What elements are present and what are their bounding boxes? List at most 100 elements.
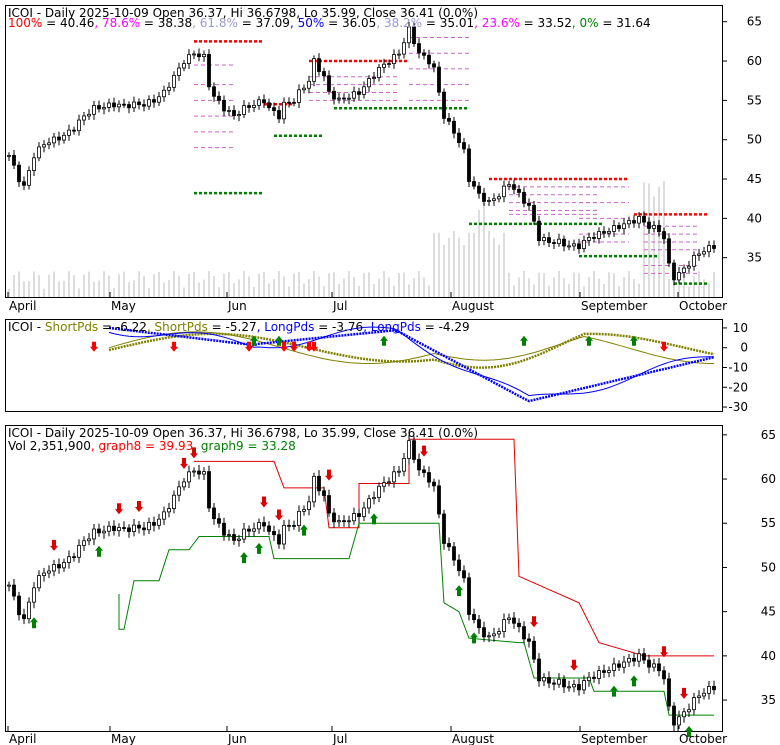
indicator-candle-body (442, 513, 446, 544)
volume-bar (198, 282, 200, 297)
ind-y-tick-label: 50 (761, 560, 776, 574)
sell-arrow (90, 341, 98, 352)
indicator-candle-body (642, 653, 646, 661)
indicator-candle-body (82, 540, 86, 546)
price-candle-body (502, 185, 506, 198)
volume-bar (168, 279, 170, 297)
volume-bar (308, 278, 310, 297)
price-candle-body (432, 63, 436, 68)
volume-bar (403, 272, 405, 297)
indicator-candle-body (287, 524, 291, 527)
price-candle-body (7, 155, 11, 157)
ind-y-tick-label: 40 (761, 649, 776, 663)
price-candle-body (527, 202, 531, 206)
price-candle-body (657, 225, 661, 232)
indicator-candle-body (97, 528, 101, 534)
volume-bar (348, 271, 350, 297)
ind-x-tick-label: August (452, 732, 494, 745)
price-candle-body (487, 200, 491, 202)
price-candle-body (47, 142, 51, 146)
price-candle-body (427, 54, 431, 65)
price-candle-body (87, 113, 91, 117)
volume-bar (563, 278, 565, 297)
price-candle-body (107, 102, 111, 108)
fib-level-value: = 35.01 (422, 16, 474, 30)
price-candle-body (92, 105, 96, 115)
volume-bar (193, 271, 195, 297)
volume-bar (413, 278, 415, 297)
price-candle-body (627, 220, 631, 225)
volume-bar (288, 286, 290, 297)
price-candle-body (32, 157, 36, 171)
indicator-candle-body (197, 470, 201, 475)
indicator-candle-body (327, 495, 331, 514)
volume-bar (533, 284, 535, 297)
price-candle-body (27, 170, 31, 186)
indicator-candle-body (337, 520, 341, 523)
volume-bar (473, 232, 475, 297)
price-candle-body (552, 242, 556, 244)
indicator-candle-body (47, 570, 51, 574)
price-candle-body (712, 245, 716, 249)
indicator-candle-body (452, 546, 456, 561)
volume-bar (653, 196, 655, 297)
price-candle-body (342, 97, 346, 100)
indicator-candle-body (157, 518, 161, 526)
price-candle-body (272, 107, 276, 111)
price-candle-body (597, 231, 601, 239)
volume-bar (153, 274, 155, 297)
indicator-candle-body (207, 471, 211, 509)
indicator-candle-body (262, 522, 266, 527)
indicator-candle-body (257, 522, 261, 530)
volume-bar (293, 273, 295, 297)
price-x-tick-label: October (679, 299, 727, 313)
price-y-tick-label: 50 (747, 133, 762, 147)
volume-bar (133, 280, 135, 297)
price-candle-body (252, 104, 256, 108)
price-candle-body (162, 89, 166, 98)
indicator-candle-body (227, 534, 231, 536)
volume-bar (363, 273, 365, 297)
price-candle-body (442, 91, 446, 119)
indicator-candle-body (247, 528, 251, 532)
price-candle-body (607, 230, 611, 234)
indicator-candle-body (587, 676, 591, 682)
series-value: = -4.29 (421, 320, 470, 334)
indicator-candle-body (212, 507, 216, 520)
indicator-legend-item: , graph9 = 33.28 (193, 439, 295, 453)
volume-bar (543, 273, 545, 297)
price-candle-body (467, 148, 471, 182)
volume-bar (443, 244, 445, 297)
price-candle-body (582, 239, 586, 250)
osc-y-tick-label: -20 (728, 380, 748, 394)
volume-bar (238, 279, 240, 297)
indicator-candle-body (367, 498, 371, 509)
indicator-candle-body (617, 663, 621, 668)
indicator-candle-body (687, 709, 691, 713)
indicator-candle-body (302, 509, 306, 512)
price-candle-body (472, 181, 476, 187)
volume-bar (38, 275, 40, 297)
price-candle-body (97, 105, 101, 110)
fib-level-label: , 23.6% (474, 16, 520, 30)
indicator-candle-body (137, 524, 141, 529)
indicator-candle-body (67, 556, 71, 563)
volume-bar (548, 285, 550, 297)
volume-bar (538, 272, 540, 297)
series-name: , ShortPds (147, 320, 208, 334)
indicator-candle-body (482, 627, 486, 638)
indicator-candle-body (667, 678, 671, 707)
volume-bar (328, 273, 330, 297)
indicator-candle-body (647, 659, 651, 668)
price-candle-body (277, 110, 281, 120)
price-candle-body (542, 237, 546, 242)
indicator-candle-body (147, 521, 151, 531)
price-candle-body (247, 105, 251, 108)
buy-arrow (370, 513, 378, 525)
volume-bar (68, 271, 70, 297)
fib-levels-legend: 100% = 40.46, 78.6% = 38.38, 61.8% = 37.… (8, 16, 651, 30)
price-candle-body (12, 155, 16, 166)
indicator-candle-body (307, 501, 311, 510)
sell-arrow (170, 341, 178, 352)
indicator-candle-body (112, 525, 116, 531)
